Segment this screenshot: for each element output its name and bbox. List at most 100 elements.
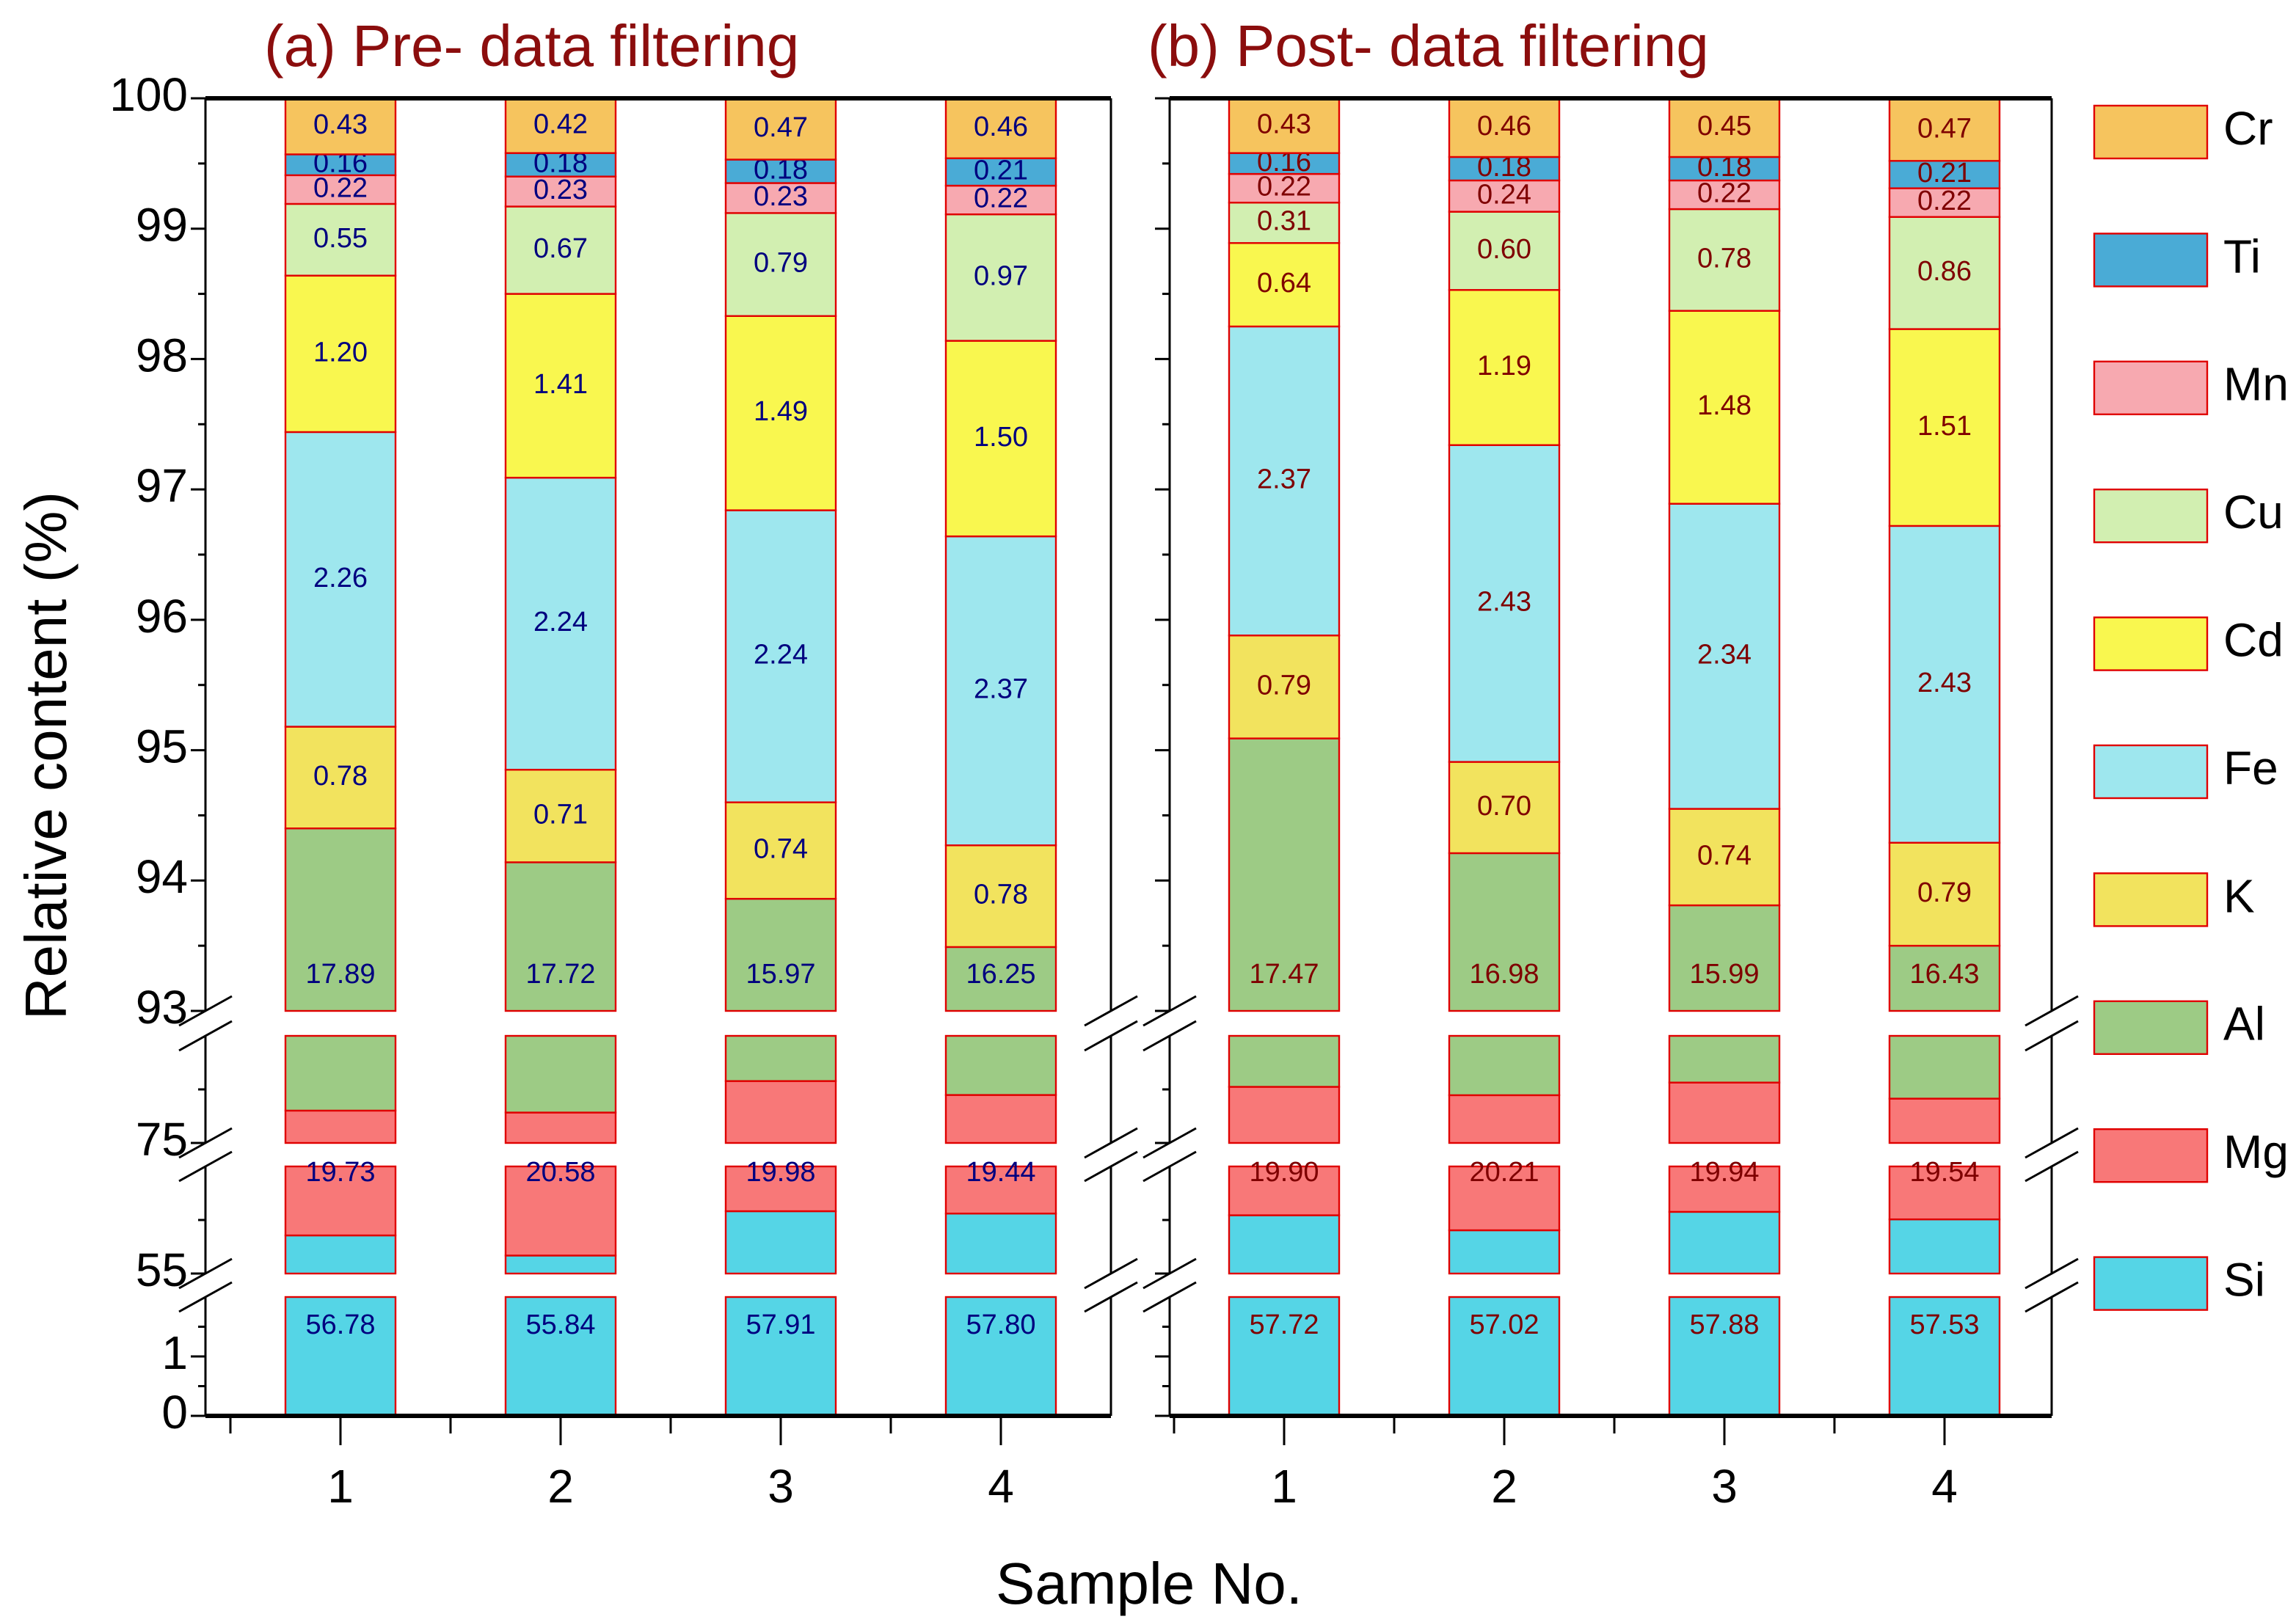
data-label: 0.79 bbox=[1257, 670, 1311, 701]
bar-segment-si-2 bbox=[1448, 1229, 1561, 1275]
legend-label-cr: Cr bbox=[2223, 102, 2273, 155]
bar-segment-cd-4 bbox=[944, 340, 1057, 538]
data-label: 2.24 bbox=[754, 640, 808, 671]
data-label: 1.51 bbox=[1917, 411, 1972, 442]
axis-break-mark bbox=[178, 1281, 233, 1313]
axis-break-mark bbox=[1084, 1127, 1138, 1159]
legend-label-mg: Mg bbox=[2223, 1125, 2289, 1178]
axis-break-mark bbox=[2025, 1281, 2079, 1313]
bar-segment-cd-1 bbox=[1228, 242, 1341, 328]
bar-segment-cu-3 bbox=[1668, 208, 1781, 312]
bar-segment-mg-4 bbox=[944, 1165, 1057, 1215]
axis-break-mark bbox=[1142, 1281, 1197, 1313]
legend-swatch-cr bbox=[2093, 104, 2209, 160]
bar-segment-si-4 bbox=[944, 1213, 1057, 1275]
bar-segment-si-1 bbox=[1228, 1214, 1341, 1275]
data-label: 57.91 bbox=[746, 1309, 815, 1340]
bar-segment-al-1 bbox=[284, 1034, 397, 1112]
bar-segment-cu-2 bbox=[504, 205, 617, 295]
y-axis-label: Relative content (%) bbox=[13, 492, 79, 1020]
bar-segment-mn-2 bbox=[504, 175, 617, 208]
bar-segment-fe-1 bbox=[284, 431, 397, 728]
axis-break-gap bbox=[2047, 1144, 2056, 1165]
bar-segment-cr-3 bbox=[1668, 97, 1781, 158]
bar-segment-si-2 bbox=[1448, 1296, 1561, 1417]
bar-segment-fe-4 bbox=[944, 535, 1057, 847]
data-label: 17.47 bbox=[1249, 959, 1319, 990]
axis-break-gap bbox=[201, 1144, 210, 1165]
bar-segment-ti-1 bbox=[284, 153, 397, 177]
bar-segment-si-3 bbox=[724, 1296, 837, 1417]
bar-segment-cu-1 bbox=[1228, 201, 1341, 244]
data-label: 0.78 bbox=[1697, 243, 1752, 274]
data-label: 0.22 bbox=[313, 172, 368, 203]
bar-segment-cr-1 bbox=[1228, 97, 1341, 154]
data-label: 0.55 bbox=[313, 223, 368, 254]
bar-segment-ti-4 bbox=[944, 157, 1057, 187]
panel-title: (a) Pre- data filtering bbox=[264, 13, 799, 78]
data-label: 17.89 bbox=[305, 959, 375, 990]
data-label: 0.78 bbox=[313, 761, 368, 792]
legend-label-al: Al bbox=[2223, 998, 2265, 1051]
legend-label-si: Si bbox=[2223, 1254, 2265, 1307]
axis-break-mark bbox=[2025, 1020, 2079, 1052]
y-tick-label: 95 bbox=[136, 720, 188, 772]
data-label: 1.20 bbox=[313, 337, 368, 368]
data-label: 57.02 bbox=[1469, 1309, 1539, 1340]
axis-break-gap bbox=[1165, 1012, 1174, 1034]
data-label: 2.43 bbox=[1917, 668, 1972, 698]
bar-segment-al-2 bbox=[1448, 1034, 1561, 1097]
bar-segment-si-4 bbox=[944, 1296, 1057, 1417]
bar-segment-cu-4 bbox=[1888, 216, 2001, 330]
bar-segment-al-2 bbox=[504, 1034, 617, 1114]
data-label: 15.97 bbox=[746, 959, 815, 990]
legend-label-fe: Fe bbox=[2223, 742, 2278, 794]
bar-segment-al-3 bbox=[724, 897, 837, 1012]
data-label: 0.22 bbox=[974, 183, 1028, 214]
data-label: 57.80 bbox=[966, 1309, 1035, 1340]
axis-break-mark bbox=[1084, 1020, 1138, 1052]
bar-segment-fe-2 bbox=[504, 476, 617, 771]
bar-segment-cd-4 bbox=[1888, 328, 2001, 527]
y-tick-label: 96 bbox=[136, 590, 188, 643]
y-tick-label: 55 bbox=[136, 1243, 188, 1296]
axis-break-mark bbox=[1084, 995, 1138, 1027]
bar-segment-cu-4 bbox=[944, 213, 1057, 342]
bar-segment-mn-3 bbox=[724, 182, 837, 214]
data-label: 0.64 bbox=[1257, 268, 1311, 299]
panel-b: (b) Post- data filtering 57.72 19.90 17.47 0… bbox=[1142, 13, 2079, 1513]
bar-segment-k-3 bbox=[1668, 808, 1781, 907]
bar-segment-mn-1 bbox=[1228, 172, 1341, 204]
axis-break-gap bbox=[1165, 1275, 1174, 1296]
bar-segment-ti-1 bbox=[1228, 152, 1341, 175]
bar-segment-mg-1 bbox=[284, 1109, 397, 1144]
data-label: 57.53 bbox=[1909, 1309, 1979, 1340]
data-label: 20.21 bbox=[1469, 1157, 1539, 1188]
bar-segment-cd-2 bbox=[1448, 289, 1561, 446]
y-tick-label: 1 bbox=[161, 1326, 188, 1379]
bar-segment-mg-3 bbox=[724, 1080, 837, 1144]
legend-swatch-si bbox=[2093, 1256, 2209, 1311]
x-tick-label: 1 bbox=[1271, 1460, 1297, 1513]
x-tick-label: 4 bbox=[988, 1460, 1014, 1513]
legend-swatch-cu bbox=[2093, 489, 2209, 544]
bar-segment-cd-2 bbox=[504, 293, 617, 479]
axis-break-mark bbox=[2025, 1127, 2079, 1159]
data-label: 19.94 bbox=[1689, 1157, 1759, 1188]
data-label: 1.49 bbox=[754, 396, 808, 427]
data-label: 0.22 bbox=[1917, 186, 1972, 216]
data-label: 56.78 bbox=[305, 1309, 375, 1340]
bar-segment-cr-4 bbox=[944, 97, 1057, 159]
bar-segment-si-4 bbox=[1888, 1218, 2001, 1275]
bar-segment-mg-1 bbox=[1228, 1086, 1341, 1144]
bar-segment-cu-1 bbox=[284, 202, 397, 277]
data-label: 16.25 bbox=[966, 959, 1035, 990]
bar-segment-si-1 bbox=[1228, 1296, 1341, 1417]
data-label: 57.88 bbox=[1689, 1309, 1759, 1340]
bar-segment-si-3 bbox=[724, 1210, 837, 1275]
data-label: 16.98 bbox=[1469, 959, 1539, 990]
x-tick-label: 3 bbox=[1711, 1460, 1738, 1513]
legend-swatch-k bbox=[2093, 872, 2209, 927]
bar-segment-al-4 bbox=[944, 1034, 1057, 1096]
axis-break-mark bbox=[178, 1020, 233, 1052]
